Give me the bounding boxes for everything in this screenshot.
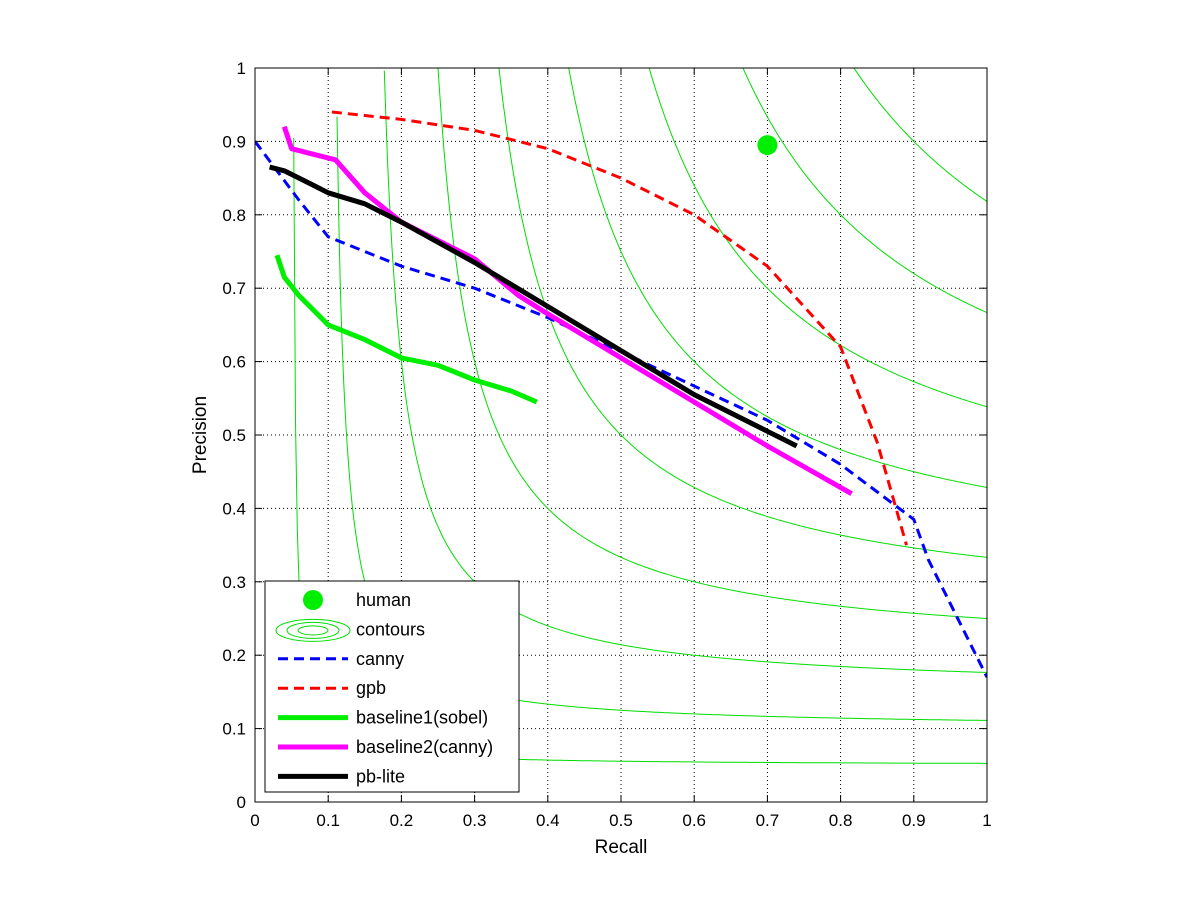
y-tick-labels: 0 0.1 0.2 0.3 0.4 0.5 0.6 0.7 0.8 0.9 1 — [222, 59, 246, 812]
y-tick-label: 0.3 — [222, 573, 246, 592]
y-tick-label: 0.4 — [222, 499, 246, 518]
x-axis-label: Recall — [595, 837, 648, 858]
contour-f-0.8 — [742, 68, 987, 314]
y-tick-label: 0.1 — [222, 720, 246, 739]
y-tick-label: 0.9 — [222, 132, 246, 151]
legend-label: human — [356, 590, 411, 610]
legend-label: pb-lite — [356, 766, 405, 786]
legend-contour-swatch — [275, 618, 351, 642]
contour-f-0.9 — [853, 68, 987, 203]
contour-f-0.5 — [498, 68, 987, 558]
x-tick-labels: 0 0.1 0.2 0.3 0.4 0.5 0.6 0.7 0.8 0.9 1 — [250, 811, 991, 830]
legend-label: canny — [356, 649, 404, 669]
series-canny — [255, 140, 987, 678]
x-tick-label: 0.1 — [316, 811, 340, 830]
x-tick-label: 0.3 — [463, 811, 487, 830]
contour-f-0.4 — [437, 68, 987, 620]
legend-contour-swatch — [286, 621, 340, 639]
human-marker — [757, 135, 778, 156]
legend-item-canny: canny — [278, 649, 404, 669]
contour-f-0.7 — [648, 68, 987, 408]
legend-item-pb-lite: pb-lite — [278, 766, 405, 786]
y-tick-label: 0.5 — [222, 426, 246, 445]
x-tick-label: 0 — [250, 811, 259, 830]
x-tick-label: 0.8 — [829, 811, 853, 830]
legend-label: gpb — [356, 678, 386, 698]
x-tick-label: 0.5 — [609, 811, 633, 830]
contour-f-0.6 — [568, 68, 987, 488]
legend-label: baseline1(sobel) — [356, 708, 488, 728]
series-lines — [255, 110, 987, 678]
legend: human contours canny gpb baseline1(sobel) bas… — [264, 580, 520, 793]
y-tick-label: 0.6 — [222, 353, 246, 372]
y-tick-label: 0.2 — [222, 646, 246, 665]
legend-item-baseline1-sobel-: baseline1(sobel) — [278, 708, 488, 728]
legend-label: contours — [356, 619, 425, 639]
legend-contour-swatch — [297, 625, 329, 636]
x-tick-label: 0.7 — [756, 811, 780, 830]
x-tick-label: 0.9 — [902, 811, 926, 830]
legend-item-contours: contours — [275, 618, 425, 642]
legend-items: human contours canny gpb baseline1(sobel) bas… — [275, 590, 493, 786]
legend-item-human: human — [303, 590, 411, 610]
x-tick-label: 0.6 — [682, 811, 706, 830]
x-tick-label: 1 — [982, 811, 991, 830]
y-axis-label: Precision — [190, 396, 211, 474]
legend-item-gpb: gpb — [278, 678, 386, 698]
human-marker-layer — [757, 135, 778, 156]
y-tick-label: 0 — [237, 793, 246, 812]
legend-box — [264, 580, 520, 793]
y-tick-label: 0.7 — [222, 279, 246, 298]
series-pb-lite — [268, 164, 798, 449]
legend-item-baseline2-canny-: baseline2(canny) — [278, 737, 493, 757]
ticks — [254, 67, 988, 803]
x-tick-label: 0.2 — [390, 811, 414, 830]
legend-label: baseline2(canny) — [356, 737, 493, 757]
series-gpb — [331, 110, 908, 546]
y-tick-label: 1 — [237, 59, 246, 78]
legend-human-marker — [303, 590, 323, 610]
x-tick-label: 0.4 — [536, 811, 560, 830]
y-tick-label: 0.8 — [222, 206, 246, 225]
series-baseline1-sobel- — [274, 254, 538, 405]
series-baseline2-canny- — [281, 125, 853, 496]
